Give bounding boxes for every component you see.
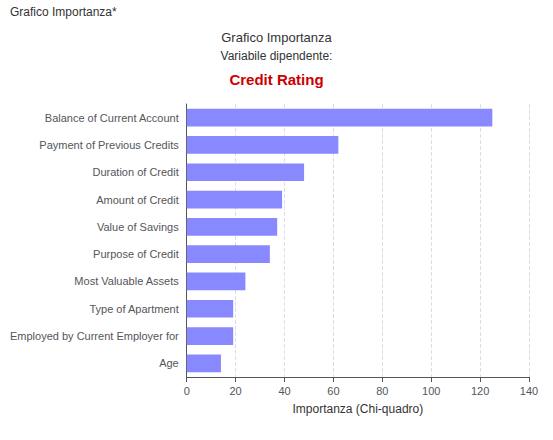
svg-text:0: 0 [184, 385, 190, 397]
svg-text:100: 100 [422, 385, 440, 397]
svg-text:80: 80 [376, 385, 388, 397]
svg-text:Amount of Credit: Amount of Credit [96, 194, 179, 206]
svg-text:Value of Savings: Value of Savings [97, 221, 179, 233]
svg-text:Employed by Current Employer f: Employed by Current Employer for [10, 330, 179, 342]
svg-text:Credit Rating: Credit Rating [229, 71, 323, 88]
svg-text:Variabile dipendente:: Variabile dipendente: [221, 49, 333, 63]
svg-text:20: 20 [230, 385, 242, 397]
svg-text:Grafico Importanza*: Grafico Importanza* [10, 5, 117, 19]
svg-text:40: 40 [278, 385, 290, 397]
svg-text:Grafico Importanza: Grafico Importanza [221, 30, 332, 45]
svg-text:Duration of Credit: Duration of Credit [93, 166, 179, 178]
svg-text:Most Valuable Assets: Most Valuable Assets [74, 275, 179, 287]
svg-text:120: 120 [471, 385, 489, 397]
svg-text:Balance of Current Account: Balance of Current Account [45, 112, 179, 124]
svg-text:Importanza (Chi-quadro): Importanza (Chi-quadro) [292, 402, 423, 416]
svg-text:Payment of Previous Credits: Payment of Previous Credits [39, 139, 179, 151]
svg-text:140: 140 [520, 385, 538, 397]
svg-text:Age: Age [159, 357, 179, 369]
svg-text:Type of Apartment: Type of Apartment [89, 303, 178, 315]
svg-text:60: 60 [327, 385, 339, 397]
svg-text:Purpose of Credit: Purpose of Credit [93, 248, 179, 260]
